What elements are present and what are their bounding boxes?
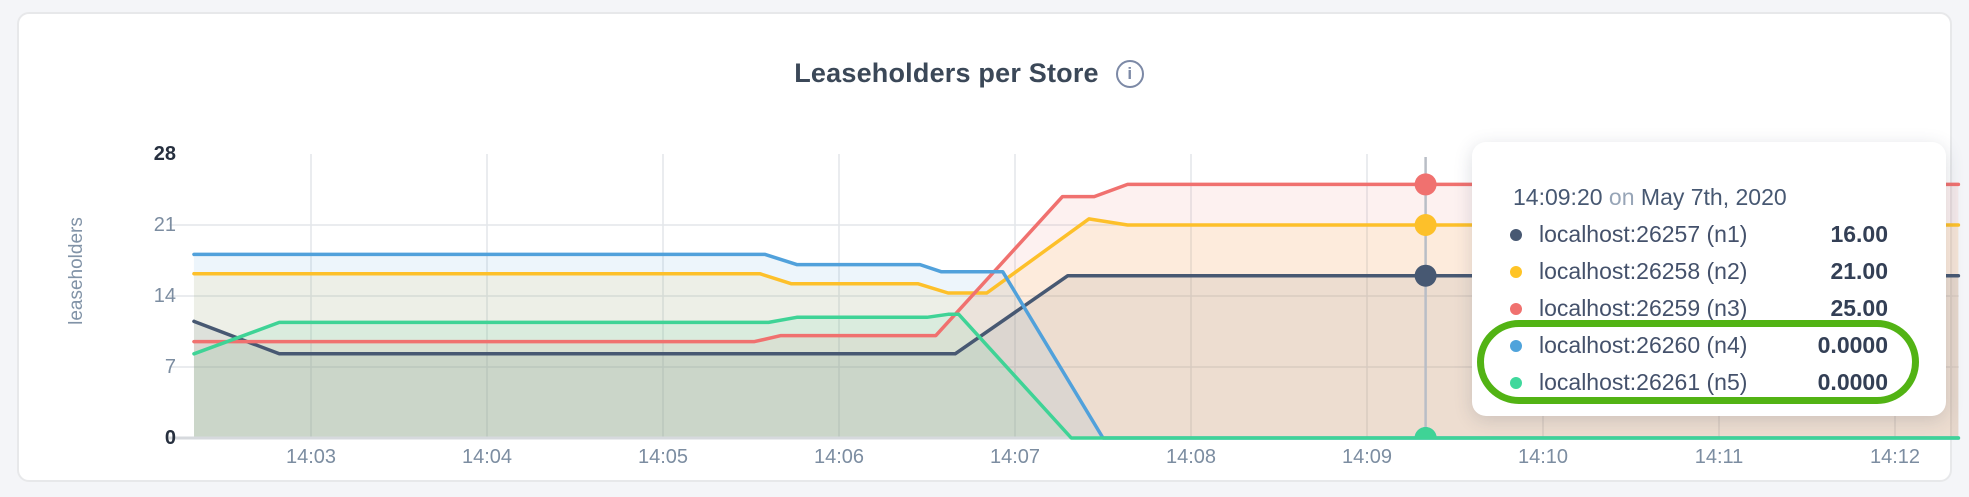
series-dot-n3 [1510,302,1522,315]
x-tick-14:07: 14:07 [989,446,1041,468]
tooltip-time: 14:09:20 [1513,184,1603,210]
series-dot-n4 [1510,339,1522,352]
x-tick-14:11: 14:11 [1694,446,1744,468]
series-value-n5: 0.0000 [1817,369,1888,395]
info-icon[interactable]: i [1115,59,1144,88]
tooltip-row-n2: localhost:26258 (n2) 21.00 [1472,253,1946,290]
x-tick-14:04: 14:04 [461,446,513,468]
chart-card: Leaseholders per Store i leaseholders 28… [17,12,1961,482]
tooltip-row-n4: localhost:26260 (n4) 0.0000 [1472,327,1946,364]
x-tick-14:10: 14:10 [1517,446,1569,468]
tooltip-date: May 7th, 2020 [1640,184,1787,210]
series-value-n1: 16.00 [1830,221,1888,247]
series-name-n5: localhost:26261 (n5) [1539,369,1748,395]
series-name-n4: localhost:26260 (n4) [1539,332,1748,358]
y-tick-21: 21 [153,214,176,236]
y-tick-28: 28 [153,143,176,165]
series-value-n2: 21.00 [1830,258,1888,284]
series-value-n4: 0.0000 [1817,332,1888,358]
series-name-n2: localhost:26258 (n2) [1539,258,1748,284]
y-tick-7: 7 [164,356,176,378]
x-tick-14:05: 14:05 [637,446,689,468]
hover-tooltip: 14:09:20 on May 7th, 2020 localhost:2625… [1472,142,1946,416]
tooltip-on-word: on [1608,184,1635,210]
tooltip-row-n3: localhost:26259 (n3) 25.00 [1472,290,1946,327]
x-tick-14:03: 14:03 [285,446,337,468]
y-tick-14: 14 [153,285,176,307]
x-tick-14:08: 14:08 [1165,446,1217,468]
tooltip-header: 14:09:20 on May 7th, 2020 [1472,182,1946,216]
x-tick-14:09: 14:09 [1341,446,1393,468]
series-name-n1: localhost:26257 (n1) [1539,221,1748,247]
x-tick-14:06: 14:06 [813,446,865,468]
tooltip-row-n5: localhost:26261 (n5) 0.0000 [1472,364,1946,401]
series-dot-n1 [1510,228,1522,241]
series-dot-n2 [1510,265,1522,278]
x-tick-14:12: 14:12 [1869,446,1921,468]
series-value-n3: 25.00 [1830,295,1888,321]
series-dot-n5 [1510,376,1522,389]
series-name-n3: localhost:26259 (n3) [1539,295,1748,321]
y-tick-0: 0 [164,427,176,449]
tooltip-row-n1: localhost:26257 (n1) 16.00 [1472,216,1946,253]
